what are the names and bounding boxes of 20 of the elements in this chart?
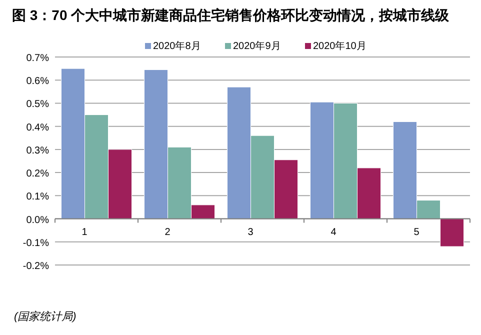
x-tick-label: 2 xyxy=(164,226,171,238)
legend-label: 2020年10月 xyxy=(313,40,366,52)
y-tick-label: 0.1% xyxy=(26,192,50,203)
y-tick-label: 0.5% xyxy=(26,99,50,110)
y-tick-label: -0.2% xyxy=(22,261,50,272)
y-tick-label: 0.0% xyxy=(26,214,50,226)
y-tick-label: 0.4% xyxy=(26,122,50,134)
x-tick-label: 1 xyxy=(82,226,88,238)
y-tick-label: 0.6% xyxy=(26,76,50,88)
y-tick-label: 0.3% xyxy=(26,145,50,156)
x-tick-label: 5 xyxy=(414,226,420,238)
x-tick-label: 3 xyxy=(248,226,254,238)
text: (国家统计局) xyxy=(14,310,77,323)
y-tick-label: 0.2% xyxy=(26,168,50,180)
legend-label: 2020年9月 xyxy=(233,40,281,52)
legend-label: 2020年8月 xyxy=(153,40,201,52)
y-tick-label: -0.1% xyxy=(22,238,50,249)
chart-title: 图 3：70 个大中城市新建商品住宅销售价格环比变动情况，按城市线级 xyxy=(12,7,450,23)
y-tick-label: 0.7% xyxy=(26,53,50,64)
x-tick-label: 4 xyxy=(330,226,337,238)
